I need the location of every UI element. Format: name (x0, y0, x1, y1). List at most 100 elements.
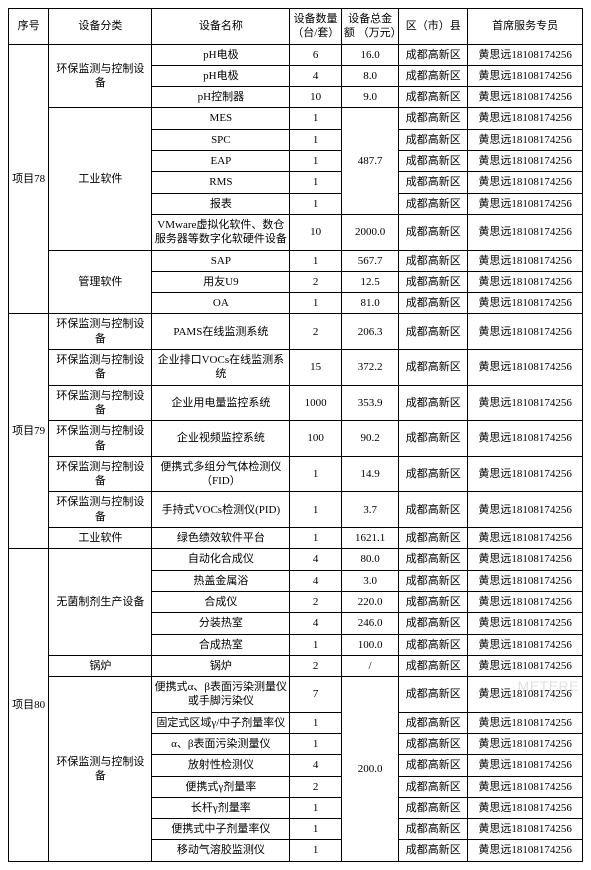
cell-cat: 环保监测与控制设备 (49, 314, 152, 350)
cell-staff: 黄思远18108174256 (468, 250, 583, 271)
cell-dist: 成都高新区 (399, 214, 468, 250)
cell-qty: 1 (290, 797, 342, 818)
cell-name: MES (152, 108, 290, 129)
cell-staff: 黄思远18108174256 (468, 44, 583, 65)
cell-qty: 1 (290, 250, 342, 271)
cell-name: 便携式α、β表面污染测量仪或手脚污染仪 (152, 677, 290, 713)
table-row: 环保监测与控制设备企业视频监控系统10090.2成都高新区黄思远18108174… (9, 421, 583, 457)
cell-qty: 1 (290, 193, 342, 214)
cell-name: 移动气溶胶监测仪 (152, 840, 290, 861)
cell-staff: 黄思远18108174256 (468, 613, 583, 634)
cell-cat: 环保监测与控制设备 (49, 421, 152, 457)
cell-dist: 成都高新区 (399, 613, 468, 634)
table-row: 工业软件绿色绩效软件平台11621.1成都高新区黄思远18108174256 (9, 528, 583, 549)
cell-amt: 200.0 (341, 677, 398, 862)
header-qty: 设备数量 （台/套） (290, 9, 342, 45)
cell-qty: 2 (290, 776, 342, 797)
cell-dist: 成都高新区 (399, 172, 468, 193)
cell-qty: 1 (290, 172, 342, 193)
cell-dist: 成都高新区 (399, 129, 468, 150)
cell-name: 手持式VOCs检测仪(PID) (152, 492, 290, 528)
cell-qty: 4 (290, 755, 342, 776)
cell-seq: 项目78 (9, 44, 49, 314)
cell-name: PAMS在线监测系统 (152, 314, 290, 350)
cell-amt: 8.0 (341, 65, 398, 86)
cell-dist: 成都高新区 (399, 385, 468, 421)
cell-amt: 2000.0 (341, 214, 398, 250)
cell-name: VMware虚拟化软件、数仓服务器等数字化软硬件设备 (152, 214, 290, 250)
cell-seq: 项目79 (9, 314, 49, 549)
cell-staff: 黄思远18108174256 (468, 712, 583, 733)
cell-dist: 成都高新区 (399, 797, 468, 818)
cell-staff: 黄思远18108174256 (468, 108, 583, 129)
cell-staff: 黄思远18108174256 (468, 591, 583, 612)
cell-qty: 100 (290, 421, 342, 457)
table-row: 环保监测与控制设备便携式多组分气体检测仪（FID）114.9成都高新区黄思远18… (9, 456, 583, 492)
table-row: 锅炉锅炉2/成都高新区黄思远18108174256 (9, 655, 583, 676)
cell-dist: 成都高新区 (399, 570, 468, 591)
cell-name: 企业用电量监控系统 (152, 385, 290, 421)
cell-cat: 环保监测与控制设备 (49, 456, 152, 492)
cell-amt: 220.0 (341, 591, 398, 612)
cell-dist: 成都高新区 (399, 108, 468, 129)
table-row: 项目79环保监测与控制设备PAMS在线监测系统2206.3成都高新区黄思远181… (9, 314, 583, 350)
cell-amt: 567.7 (341, 250, 398, 271)
cell-qty: 1 (290, 456, 342, 492)
cell-name: 报表 (152, 193, 290, 214)
header-staff: 首席服务专员 (468, 9, 583, 45)
cell-name: RMS (152, 172, 290, 193)
cell-name: SAP (152, 250, 290, 271)
cell-dist: 成都高新区 (399, 492, 468, 528)
cell-staff: 黄思远18108174256 (468, 65, 583, 86)
cell-seq: 项目80 (9, 549, 49, 861)
cell-amt: 206.3 (341, 314, 398, 350)
cell-qty: 1 (290, 634, 342, 655)
cell-cat: 环保监测与控制设备 (49, 385, 152, 421)
cell-dist: 成都高新区 (399, 421, 468, 457)
cell-dist: 成都高新区 (399, 293, 468, 314)
cell-qty: 15 (290, 350, 342, 386)
cell-staff: 黄思远18108174256 (468, 655, 583, 676)
table-row: 工业软件MES1487.7成都高新区黄思远18108174256 (9, 108, 583, 129)
cell-amt: 90.2 (341, 421, 398, 457)
cell-amt: 353.9 (341, 385, 398, 421)
cell-name: SPC (152, 129, 290, 150)
cell-name: 便携式中子剂量率仪 (152, 819, 290, 840)
header-seq: 序号 (9, 9, 49, 45)
table-row: 环保监测与控制设备手持式VOCs检测仪(PID)13.7成都高新区黄思远1810… (9, 492, 583, 528)
cell-dist: 成都高新区 (399, 271, 468, 292)
cell-dist: 成都高新区 (399, 151, 468, 172)
cell-dist: 成都高新区 (399, 87, 468, 108)
cell-staff: 黄思远18108174256 (468, 87, 583, 108)
cell-name: 放射性检测仪 (152, 755, 290, 776)
table-row: 项目80无菌制剂生产设备自动化合成仪480.0成都高新区黄思远181081742… (9, 549, 583, 570)
header-amt: 设备总金额 （万元） (341, 9, 398, 45)
cell-qty: 4 (290, 570, 342, 591)
cell-dist: 成都高新区 (399, 677, 468, 713)
equipment-table: 序号 设备分类 设备名称 设备数量 （台/套） 设备总金额 （万元） 区（市）县… (8, 8, 583, 862)
cell-staff: 黄思远18108174256 (468, 350, 583, 386)
cell-amt: 3.7 (341, 492, 398, 528)
cell-name: 便携式多组分气体检测仪（FID） (152, 456, 290, 492)
cell-dist: 成都高新区 (399, 456, 468, 492)
cell-amt: 81.0 (341, 293, 398, 314)
cell-name: 企业视频监控系统 (152, 421, 290, 457)
cell-name: 分装热室 (152, 613, 290, 634)
cell-staff: 黄思远18108174256 (468, 492, 583, 528)
cell-qty: 1 (290, 293, 342, 314)
cell-staff: 黄思远18108174256 (468, 421, 583, 457)
cell-name: 锅炉 (152, 655, 290, 676)
cell-qty: 1 (290, 492, 342, 528)
cell-name: 绿色绩效软件平台 (152, 528, 290, 549)
cell-staff: 黄思远18108174256 (468, 129, 583, 150)
cell-staff: 黄思远18108174256 (468, 214, 583, 250)
cell-staff: 黄思远18108174256 (468, 293, 583, 314)
cell-amt: 12.5 (341, 271, 398, 292)
cell-staff: 黄思远18108174256 (468, 314, 583, 350)
cell-qty: 10 (290, 87, 342, 108)
cell-staff: 黄思远18108174256 (468, 733, 583, 754)
cell-amt: 100.0 (341, 634, 398, 655)
cell-dist: 成都高新区 (399, 755, 468, 776)
cell-staff: 黄思远18108174256 (468, 271, 583, 292)
cell-dist: 成都高新区 (399, 634, 468, 655)
